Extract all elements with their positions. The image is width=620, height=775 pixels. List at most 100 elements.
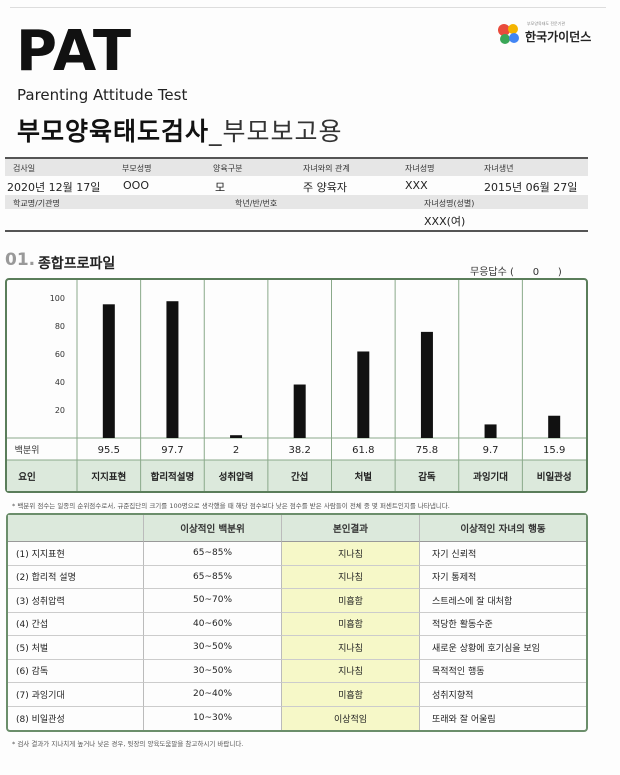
no-response-close: ) [557, 267, 562, 278]
table-row: (7) 과잉기대 20~40% 미흡함 성취지향적 [8, 683, 586, 707]
factor-label: 비일관성 [537, 471, 572, 483]
row-range: 50~70% [144, 589, 282, 613]
row-range: 65~85% [144, 565, 282, 589]
publisher-logo-icon [498, 24, 519, 44]
row-factor: (6) 감독 [8, 659, 144, 683]
percentile-row-label: 백분위 [15, 445, 40, 456]
label-child-birth: 자녀생년 [484, 164, 514, 173]
row-range: 30~50% [144, 659, 282, 683]
factor-label: 처벌 [355, 471, 373, 483]
value-child-name-gender: XXX(여) [424, 215, 466, 228]
publisher-logo: 부모양육태도 전문기관 한국가이던스 [497, 21, 597, 49]
row-behavior: 자기 통제적 [420, 566, 586, 589]
label-parent-type: 양육구분 [213, 164, 243, 173]
pat-subtitle: Parenting Attitude Test [17, 86, 188, 104]
percentile-value: 61.8 [352, 445, 374, 456]
y-tick-label: 100 [50, 294, 65, 303]
value-child-birth: 2015년 06월 27일 [484, 181, 578, 194]
table-row: (8) 비일관성 10~30% 이상적임 또래와 잘 어울림 [8, 706, 586, 730]
value-child-name: XXX [405, 179, 428, 192]
percentile-value: 75.8 [416, 445, 438, 456]
profile-chart-svg: 100 80 60 40 20 95.5 지지표현 97.7 합리적설명 2 성취압력 38.2 간섭 6… [7, 280, 586, 491]
row-range: 10~30% [144, 706, 282, 730]
row-result: 지나침 [282, 542, 420, 566]
value-parent-name: OOO [123, 179, 149, 192]
factor-label: 합리적설명 [151, 471, 195, 483]
table-row: (1) 지지표현 65~85% 지나침 자기 신뢰적 [8, 542, 586, 566]
row-result: 이상적임 [282, 706, 420, 730]
profile-chart: 100 80 60 40 20 95.5 지지표현 97.7 합리적설명 2 성취압력 38.2 간섭 6… [5, 278, 588, 493]
no-response-count: 무응답수 (0) [470, 263, 562, 278]
label-test-date: 검사일 [13, 164, 36, 173]
section-title: 종합프로파일 [38, 256, 116, 272]
row-result: 지나침 [282, 565, 420, 589]
no-response-label: 무응답수 ( [470, 267, 514, 278]
table-row: (4) 간섭 40~60% 미흡함 적당한 활동수준 [8, 612, 586, 636]
y-tick-label: 80 [55, 322, 65, 331]
row-range: 30~50% [144, 636, 282, 660]
factor-label: 성취압력 [219, 471, 254, 483]
subject-info-table: 검사일 부모성명 양육구분 자녀와의 관계 자녀성명 자녀생년 2020년 12… [5, 157, 588, 232]
row-factor: (8) 비일관성 [8, 706, 144, 730]
table-row: (5) 처벌 30~50% 지나침 새로운 상황에 호기심을 보임 [8, 636, 586, 660]
row-result: 지나침 [282, 636, 420, 660]
result-note: * 검사 결과가 지나치게 높거나 낮은 경우, 뒷장의 양육도움말을 참고하시… [12, 740, 244, 748]
factor-label: 지지표현 [91, 471, 126, 483]
table-row: (3) 성취압력 50~70% 미흡함 스트레스에 잘 대처함 [8, 589, 586, 613]
value-relation: 주 양육자 [303, 181, 347, 194]
row-factor: (7) 과잉기대 [8, 683, 144, 707]
bar-처벌 [357, 351, 370, 438]
row-result: 지나침 [282, 659, 420, 683]
percentile-value: 9.7 [483, 445, 499, 456]
row-result: 미흡함 [282, 683, 420, 707]
row-behavior: 목적적인 행동 [420, 660, 586, 683]
row-range: 40~60% [144, 612, 282, 636]
row-result: 미흡함 [282, 589, 420, 613]
bar-과잉기대 [484, 424, 497, 438]
factor-label: 감독 [418, 471, 436, 483]
header-ideal-behavior: 이상적인 자녀의 행동 [420, 515, 586, 542]
title-main: 부모양육태도검사 [17, 117, 210, 146]
percentile-value: 97.7 [161, 445, 183, 456]
row-behavior: 적당한 활동수준 [420, 613, 586, 636]
row-behavior: 성취지향적 [420, 683, 586, 707]
bar-비일관성 [548, 415, 561, 438]
row-factor: (4) 간섭 [8, 612, 144, 636]
label-parent-name: 부모성명 [122, 164, 152, 173]
row-range: 20~40% [144, 683, 282, 707]
row-range: 65~85% [144, 542, 282, 566]
value-test-date: 2020년 12월 17일 [7, 181, 101, 194]
row-behavior: 스트레스에 잘 대처함 [420, 589, 586, 613]
bar-간섭 [293, 384, 306, 438]
label-school: 학교명/기관명 [13, 199, 60, 208]
factor-row-bg [7, 460, 586, 491]
row-behavior: 새로운 상황에 호기심을 보임 [420, 636, 586, 660]
header-result: 본인결과 [282, 515, 420, 542]
bar-지지표현 [102, 304, 115, 438]
document-title: 부모양육태도검사_부모보고용 [17, 112, 343, 148]
table-row: (6) 감독 30~50% 지나침 목적적인 행동 [8, 659, 586, 683]
percentile-value: 38.2 [289, 445, 311, 456]
top-rule [10, 7, 606, 8]
row-factor: (1) 지지표현 [8, 542, 144, 566]
row-behavior: 자기 신뢰적 [420, 542, 586, 566]
percentile-note: * 백분위 점수는 일종의 순위점수로서, 규준집단의 크기를 100명으로 생… [12, 502, 450, 510]
title-suffix: _부모보고용 [209, 117, 343, 146]
label-child-name: 자녀성명 [405, 164, 435, 173]
label-relation: 자녀와의 관계 [303, 164, 350, 173]
factor-label: 간섭 [291, 471, 308, 483]
row-result: 미흡함 [282, 612, 420, 636]
y-tick-label: 40 [55, 378, 65, 387]
label-child-name-gender: 자녀성명(성별) [424, 199, 475, 208]
value-parent-type: 모 [215, 181, 226, 194]
section-number: 01. [5, 250, 36, 270]
percentile-value: 95.5 [98, 445, 120, 456]
ideal-comparison-table: 이상적인 백분위 본인결과 이상적인 자녀의 행동 (1) 지지표현 65~85%… [6, 513, 588, 732]
header-factor [8, 515, 144, 542]
bar-합리적설명 [166, 301, 179, 438]
pat-logo-text: PAT [16, 19, 133, 84]
factor-row-label: 요인 [18, 472, 35, 483]
bar-감독 [420, 331, 433, 438]
publisher-tagline: 부모양육태도 전문기관 [527, 21, 566, 26]
factor-label: 과잉기대 [473, 471, 508, 483]
